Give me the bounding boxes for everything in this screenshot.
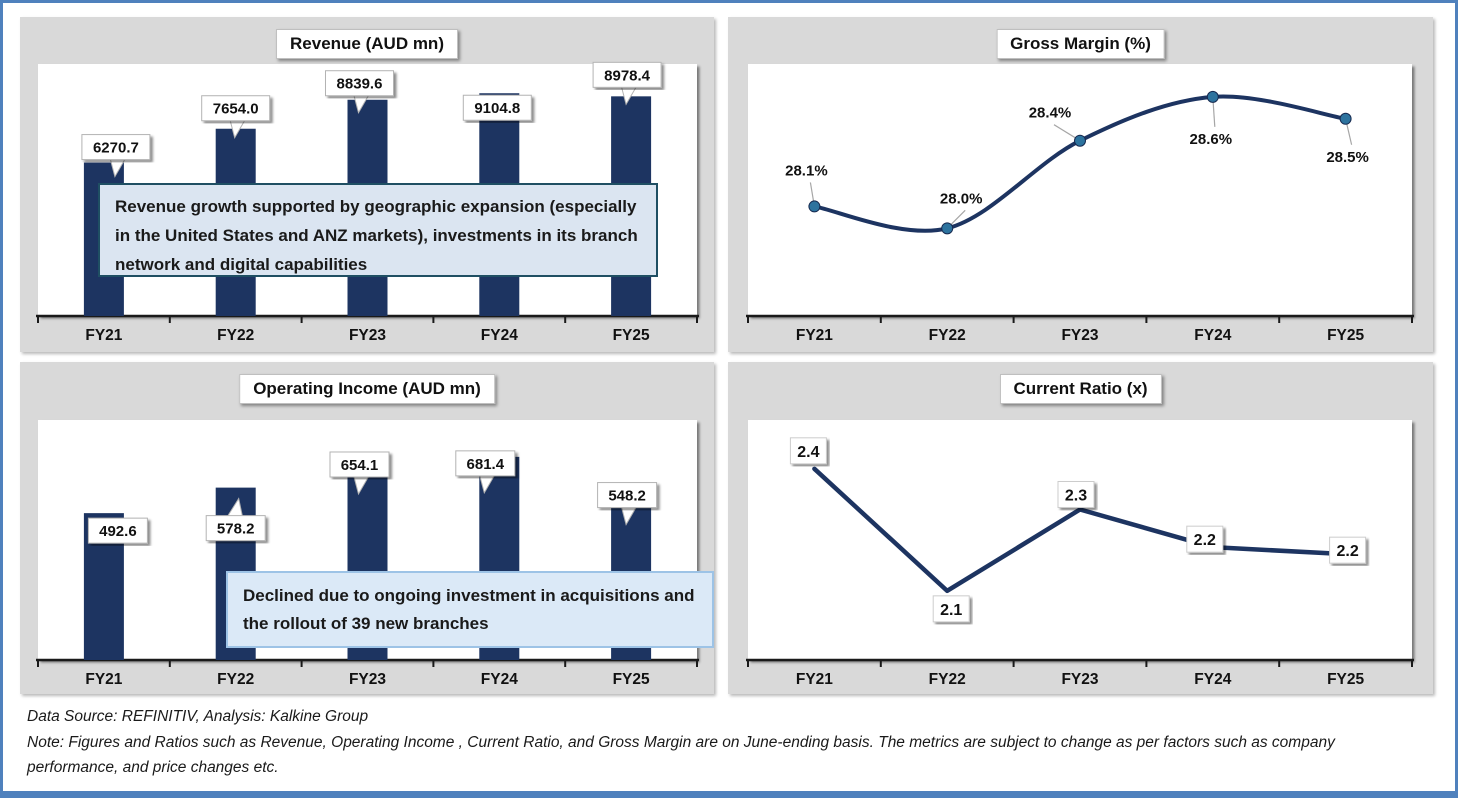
category-label: FY24 (1194, 671, 1231, 688)
data-label: 2.2 (1194, 532, 1216, 549)
category-label: FY22 (217, 327, 254, 344)
data-label-box (325, 70, 394, 97)
category-label: FY23 (349, 671, 386, 688)
category-label: FY21 (85, 671, 122, 688)
data-point-marker (1339, 112, 1352, 125)
gross-margin-chart-canvas: FY21 FY22 FY23 FY24 FY25 28.1% 28.0% 28.4% 28.6%… (746, 64, 1414, 344)
category-label: FY25 (613, 671, 650, 688)
plot-area (748, 420, 1412, 660)
operating-income-chart-title: Operating Income (AUD mn) (239, 374, 495, 404)
data-point-marker (1206, 90, 1219, 103)
category-label: FY21 (796, 671, 833, 688)
category-label: FY24 (481, 671, 518, 688)
category-label: FY22 (217, 671, 254, 688)
data-label: 681.4 (467, 456, 505, 473)
data-label: 28.1% (785, 162, 828, 179)
revenue-chart-title: Revenue (AUD mn) (276, 29, 458, 59)
data-label: 578.2 (217, 521, 255, 538)
data-label-box (789, 437, 827, 465)
data-label: 28.4% (1029, 105, 1072, 122)
current-ratio-chart-title: Current Ratio (x) (999, 374, 1162, 404)
data-label: 2.2 (1336, 543, 1358, 560)
category-label: FY23 (1061, 671, 1098, 688)
data-label-box (329, 451, 390, 478)
operating-income-chart-panel: Operating Income (AUD mn) FY21 FY22 FY23 FY… (20, 362, 714, 694)
category-label: FY25 (1327, 327, 1364, 344)
data-label: 548.2 (608, 488, 646, 505)
data-label: 2.4 (797, 444, 819, 461)
category-label: FY21 (85, 327, 122, 344)
data-label-box (462, 94, 532, 121)
current-ratio-chart-panel: Current Ratio (x) FY21 FY22 FY23 FY24 FY25 2.… (728, 362, 1433, 694)
data-label: 9104.8 (474, 100, 520, 117)
data-label: 654.1 (341, 457, 379, 474)
category-label: FY25 (1327, 671, 1364, 688)
data-label: 2.1 (940, 602, 962, 619)
category-label: FY25 (613, 327, 650, 344)
trend-line (812, 466, 1348, 594)
data-label: 8839.6 (337, 76, 383, 93)
data-label-box (201, 95, 271, 122)
data-label: 28.6% (1190, 131, 1233, 148)
data-label-box (932, 595, 970, 623)
data-label: 6270.7 (93, 140, 139, 157)
gross-margin-chart-title: Gross Margin (%) (996, 29, 1165, 59)
data-label: 28.5% (1326, 149, 1369, 166)
data-label-box (1057, 480, 1095, 508)
current-ratio-chart-canvas: FY21 FY22 FY23 FY24 FY25 2.4 2.1 2.3 2.2 2.2 (746, 420, 1414, 688)
data-label-box (455, 450, 516, 477)
gross-margin-chart-panel: Gross Margin (%) FY21 FY22 FY23 FY24 FY25 28.… (728, 17, 1433, 352)
data-label: 2.3 (1065, 487, 1087, 504)
note-line: Note: Figures and Ratios such as Revenue… (27, 734, 1335, 776)
operating-income-annotation-box: Declined due to ongoing investment in ac… (226, 571, 714, 648)
category-label: FY24 (481, 327, 518, 344)
category-label: FY21 (796, 327, 833, 344)
revenue-chart-panel: Revenue (AUD mn) FY21 FY22 FY23 FY24 FY25 627… (20, 17, 714, 352)
category-label: FY22 (929, 327, 966, 344)
data-label-box (1329, 536, 1367, 564)
data-label-box (87, 517, 148, 544)
category-label: FY23 (1061, 327, 1098, 344)
data-source-line: Data Source: REFINITIV, Analysis: Kalkin… (27, 708, 369, 725)
plot-area (748, 64, 1412, 316)
revenue-annotation-box: Revenue growth supported by geographic e… (98, 183, 658, 277)
data-label: 492.6 (99, 523, 137, 540)
data-label: 8978.4 (604, 67, 651, 84)
data-label-box (597, 482, 658, 509)
data-label-box (81, 134, 151, 161)
data-point-marker (808, 200, 821, 213)
data-label: 7654.0 (213, 101, 259, 118)
category-label: FY22 (929, 671, 966, 688)
data-label-box (205, 515, 266, 542)
data-point-marker (941, 222, 954, 235)
category-label: FY24 (1194, 327, 1231, 344)
category-label: FY23 (349, 327, 386, 344)
data-label-box (592, 61, 662, 88)
data-label: 28.0% (940, 190, 983, 207)
footer-notes: Data Source: REFINITIV, Analysis: Kalkin… (27, 704, 1357, 780)
data-point-marker (1074, 134, 1086, 147)
data-label-box (1186, 525, 1224, 553)
